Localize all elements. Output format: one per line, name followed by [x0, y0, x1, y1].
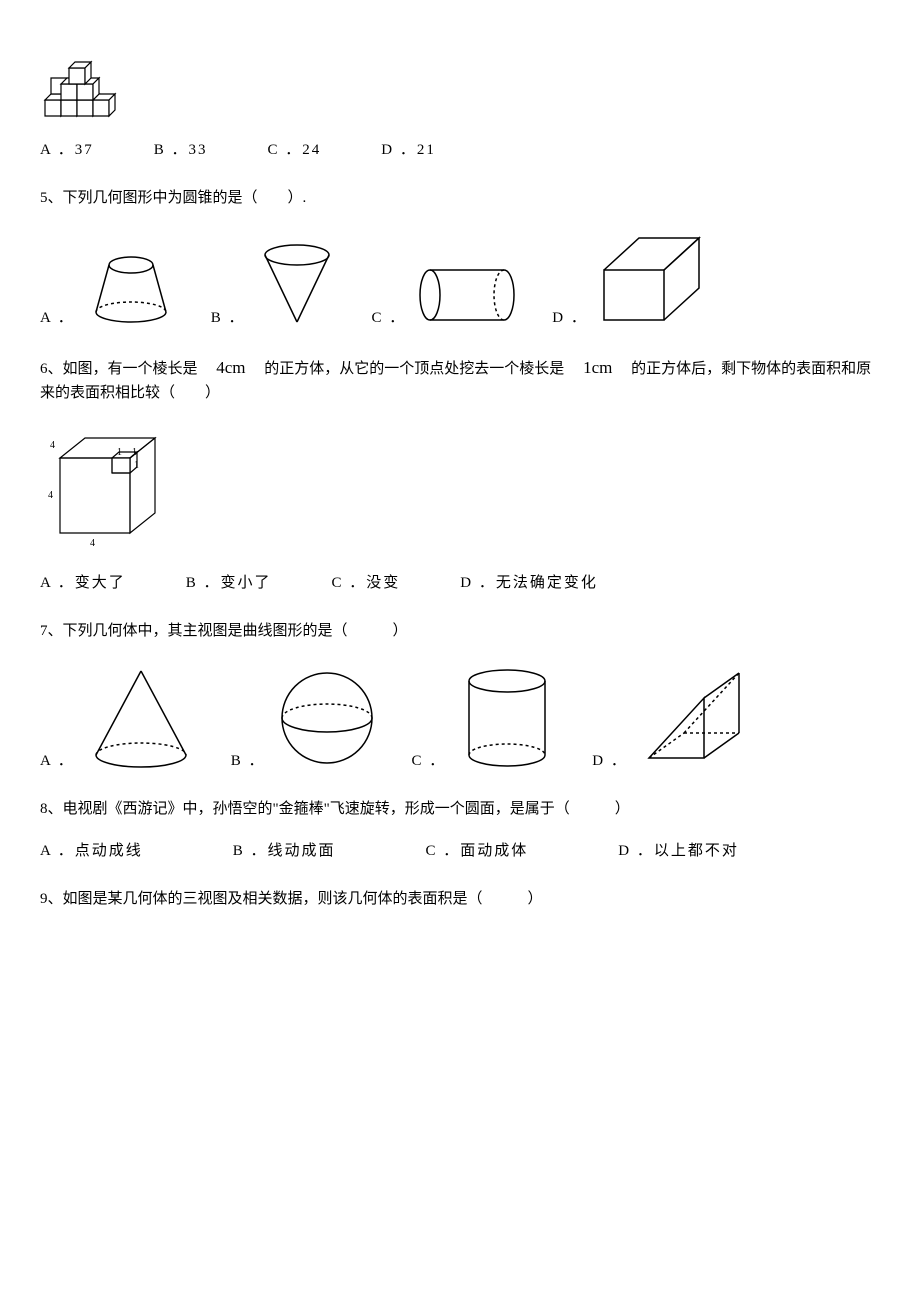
cube-oblique-icon: [594, 230, 714, 330]
q7-text: 7、下列几何体中，其主视图是曲线图形的是（ ）: [40, 619, 880, 643]
q9-text: 9、如图是某几何体的三视图及相关数据，则该几何体的表面积是（ ）: [40, 887, 880, 911]
q8-option-d: D ．以上都不对: [618, 839, 739, 863]
q6-em1: 4cm: [216, 358, 245, 377]
q8-text: 8、电视剧《西游记》中，孙悟空的"金箍棒"飞速旋转，形成一个圆面，是属于（ ）: [40, 797, 880, 821]
cylinder-side-icon: [412, 260, 522, 330]
q6-option-a: A ．变大了: [40, 571, 126, 595]
q7-option-c: C ．: [412, 749, 447, 773]
q5-figures: A ． B ． C ．: [40, 230, 880, 330]
inverted-cone-icon: [252, 240, 342, 330]
q8-option-a: A ．点动成线: [40, 839, 143, 863]
q5-option-a: A ．: [40, 306, 75, 330]
q7-figures: A ． B ． C ．: [40, 663, 880, 773]
q4-option-d: D ．21: [381, 138, 436, 162]
q7-option-a: A ．: [40, 749, 75, 773]
q4-option-a: A ．37: [40, 138, 94, 162]
q6-label-1-a: 1: [117, 447, 122, 458]
q6-label-4-left: 4: [48, 490, 53, 501]
q6-label-4-bottom: 4: [90, 538, 95, 549]
q4-options: A ．37 B ．33 C ．24 D ．21: [40, 138, 880, 162]
q6-label-4-top: 4: [50, 440, 55, 451]
q8-options: A ．点动成线 B ．线动成面 C ．面动成体 D ．以上都不对: [40, 839, 880, 863]
triangular-prism-icon: [634, 663, 754, 773]
q8-option-b: B ．线动成面: [233, 839, 336, 863]
sphere-icon: [272, 663, 382, 773]
q7-option-b: B ．: [231, 749, 266, 773]
q6-label-1-b: 1: [132, 447, 137, 458]
q6-text-b: 的正方体，从它的一个顶点处挖去一个棱长是: [249, 361, 579, 377]
q6-option-b: B ．变小了: [186, 571, 272, 595]
q6-figure: 4 4 4 1 1 1: [40, 423, 880, 553]
q6-label-1-c: 1: [134, 460, 139, 471]
cone-icon: [81, 663, 201, 773]
q6-options: A ．变大了 B ．变小了 C ．没变 D ．无法确定变化: [40, 571, 880, 595]
q6-text-a: 6、如图，有一个棱长是: [40, 361, 213, 377]
cylinder-icon: [452, 663, 562, 773]
q5-option-c: C ．: [372, 306, 407, 330]
q4-option-b: B ．33: [154, 138, 208, 162]
q4-option-c: C ．24: [268, 138, 322, 162]
q4-figure: [40, 40, 880, 120]
q6-option-d: D ．无法确定变化: [460, 571, 598, 595]
q8-option-c: C ．面动成体: [426, 839, 529, 863]
q6-option-c: C ．没变: [332, 571, 401, 595]
q5-option-d: D ．: [552, 306, 588, 330]
q5-text: 5、下列几何图形中为圆锥的是（ ）.: [40, 186, 880, 210]
q5-option-b: B ．: [211, 306, 246, 330]
q6-em2: 1cm: [583, 358, 612, 377]
q6-text: 6、如图，有一个棱长是 4cm 的正方体，从它的一个顶点处挖去一个棱长是 1cm…: [40, 354, 880, 405]
frustum-icon: [81, 250, 181, 330]
q7-option-d: D ．: [592, 749, 628, 773]
